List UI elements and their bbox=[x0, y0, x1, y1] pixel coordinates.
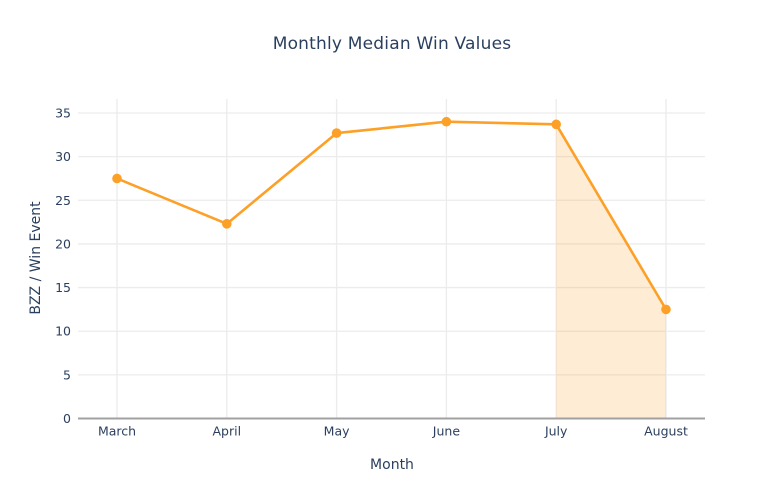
y-axis-title: BZZ / Win Event bbox=[28, 201, 44, 315]
x-axis-title: Month bbox=[370, 457, 414, 473]
y-tick-label: 30 bbox=[55, 149, 71, 164]
chart-title: Monthly Median Win Values bbox=[272, 34, 512, 54]
y-tick-label: 20 bbox=[55, 236, 71, 251]
data-point-march[interactable] bbox=[112, 173, 122, 184]
y-tick-label: 0 bbox=[63, 411, 71, 426]
data-point-august[interactable] bbox=[661, 304, 671, 315]
x-tick-label: May bbox=[324, 424, 350, 439]
data-point-june[interactable] bbox=[441, 116, 452, 127]
x-tick-label: April bbox=[213, 424, 242, 439]
x-tick-label: March bbox=[98, 424, 136, 439]
x-tick-label: June bbox=[432, 424, 461, 439]
data-line bbox=[115, 120, 668, 311]
data-point-july[interactable] bbox=[551, 119, 561, 130]
data-point-may[interactable] bbox=[331, 128, 342, 138]
highlight-area bbox=[556, 124, 666, 419]
y-tick-label: 5 bbox=[63, 367, 71, 382]
y-tick-label: 25 bbox=[55, 193, 71, 208]
y-tick-label: 35 bbox=[55, 106, 71, 121]
x-tick-label: July bbox=[544, 424, 568, 439]
data-point-april[interactable] bbox=[222, 219, 232, 229]
y-tick-label: 15 bbox=[55, 280, 71, 295]
x-tick-label: August bbox=[644, 424, 688, 439]
y-tick-label: 10 bbox=[55, 324, 71, 339]
